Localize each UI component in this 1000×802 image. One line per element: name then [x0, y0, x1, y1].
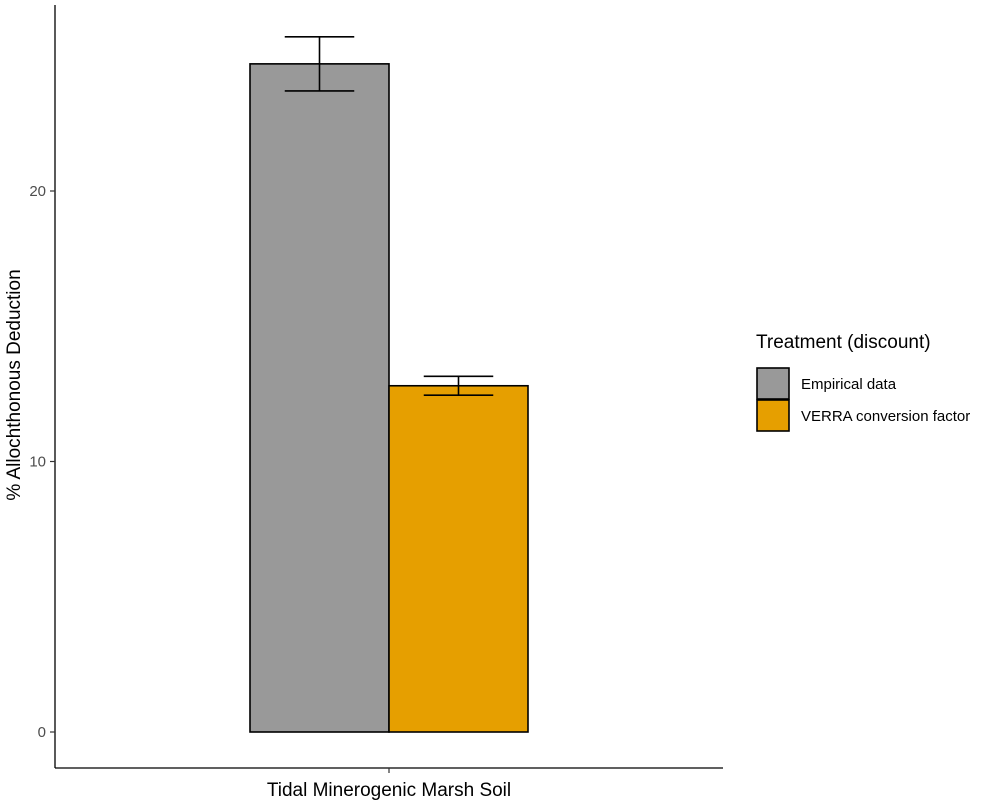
- x-axis: Tidal Minerogenic Marsh Soil: [55, 767, 723, 801]
- x-tick-label: Tidal Minerogenic Marsh Soil: [267, 780, 511, 801]
- legend: Treatment (discount) Empirical data VERRA…: [756, 332, 970, 432]
- y-tick-label: 10: [29, 454, 46, 471]
- legend-title: Treatment (discount): [756, 332, 931, 353]
- error-bar: [284, 36, 355, 92]
- legend-label: Empirical data: [801, 376, 897, 393]
- y-axis: 0 10 20: [29, 5, 56, 768]
- y-tick-label: 20: [29, 183, 46, 200]
- bar-empirical-data: [249, 63, 390, 733]
- legend-key: [756, 399, 790, 432]
- bar-verra-conversion-factor: [388, 384, 529, 733]
- plot-area: [249, 36, 529, 733]
- y-tick-label: 0: [38, 724, 46, 741]
- y-axis-title: % Allochthonous Deduction: [4, 269, 25, 500]
- error-bar: [423, 375, 494, 397]
- legend-key: [756, 367, 790, 400]
- legend-label: VERRA conversion factor: [801, 408, 970, 425]
